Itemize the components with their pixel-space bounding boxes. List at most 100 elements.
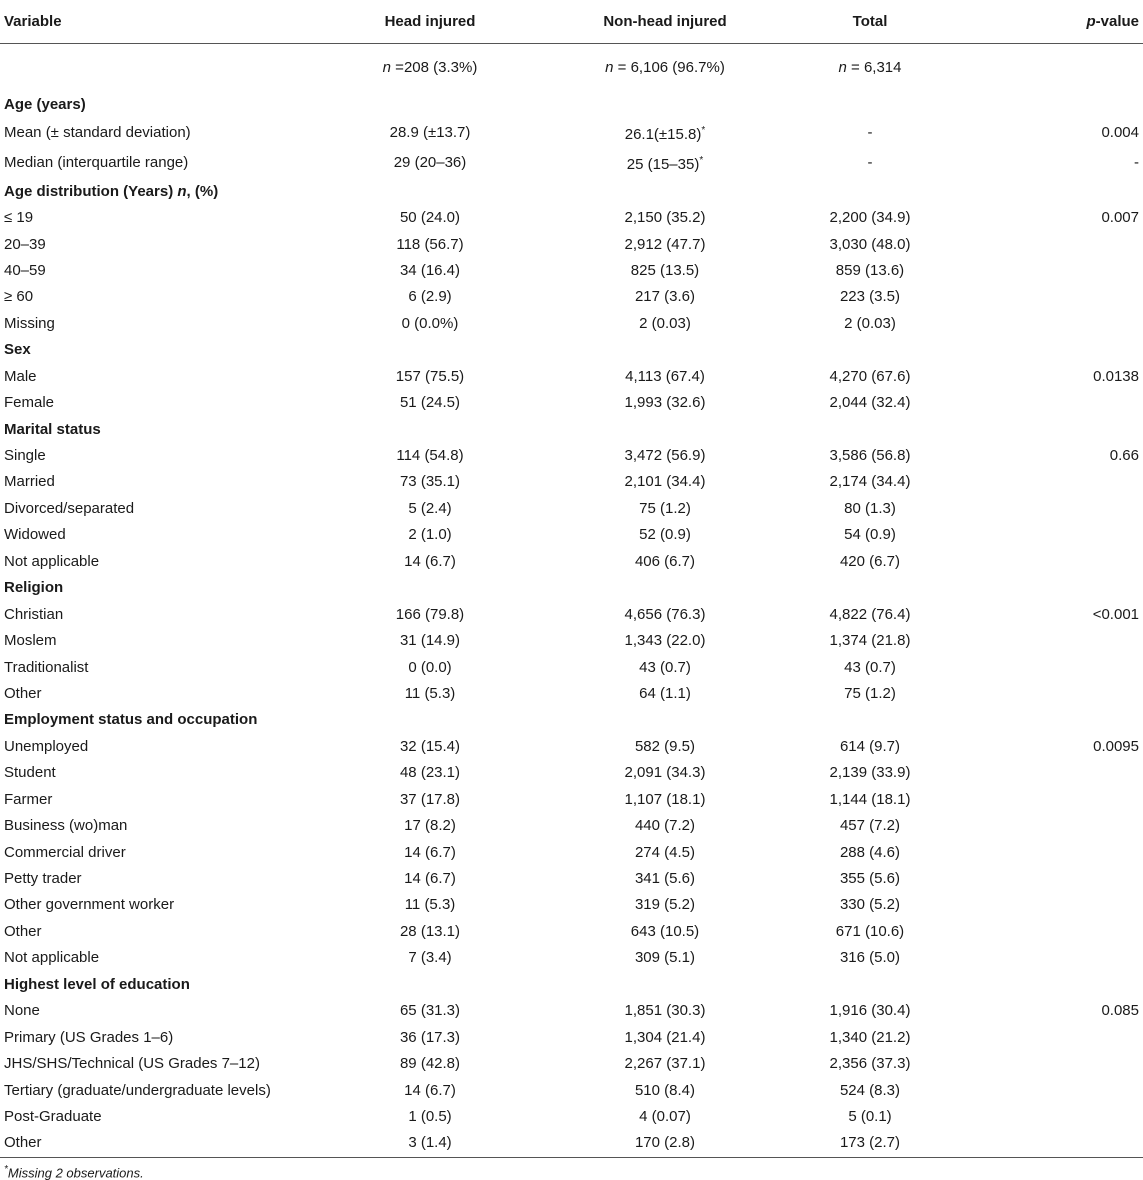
- section-title: Highest level of education: [4, 975, 190, 993]
- row-label: Primary (US Grades 1–6): [4, 1028, 174, 1046]
- table-row: Other 28 (13.1) 643 (10.5) 671 (10.6): [0, 919, 1143, 945]
- table-row: Traditionalist 0 (0.0) 43 (0.7) 43 (0.7): [0, 654, 1143, 680]
- header-p-value: p-value: [950, 0, 1143, 44]
- table-row: Business (wo)man 17 (8.2) 440 (7.2) 457 (7.…: [0, 813, 1143, 839]
- cell-p-value: [950, 839, 1143, 865]
- cell-total: 614 (9.7): [839, 737, 901, 755]
- section-title: Age (years): [4, 96, 86, 114]
- cell-non-head-injured: 52 (0.9): [639, 526, 691, 544]
- table-row: Widowed 2 (1.0) 52 (0.9) 54 (0.9): [0, 522, 1143, 548]
- sample-size-label: [0, 44, 320, 93]
- cell-head-injured: 73 (35.1): [399, 473, 461, 491]
- cell-non-head-injured: 4,113 (67.4): [625, 367, 705, 385]
- cell-non-head-injured: 319 (5.2): [634, 896, 696, 914]
- cell-head-injured: 51 (24.5): [399, 394, 461, 412]
- row-label: Male: [4, 367, 37, 385]
- row-label: Other: [4, 684, 42, 702]
- cell-non-head-injured: 3,472 (56.9): [624, 447, 706, 465]
- cell-head-injured: 5 (2.4): [408, 499, 452, 517]
- section-title: Age distribution (Years) n, (%): [4, 182, 219, 200]
- cell-p-value: [950, 654, 1143, 680]
- cell-head-injured: 29 (20–36): [393, 154, 467, 172]
- cell-head-injured: 65 (31.3): [399, 1002, 461, 1020]
- cell-total: 5 (0.1): [848, 1107, 892, 1125]
- cell-non-head-injured: 274 (4.5): [634, 843, 696, 861]
- cell-head-injured: 1 (0.5): [408, 1107, 452, 1125]
- cell-p-value: [950, 1051, 1143, 1077]
- table-row: Farmer 37 (17.8) 1,107 (18.1) 1,144 (18.1): [0, 787, 1143, 813]
- cell-non-head-injured: 170 (2.8): [540, 1130, 790, 1158]
- n-total: n = 6,314: [838, 59, 902, 76]
- row-label: ≥ 60: [4, 288, 34, 306]
- cell-non-head-injured: 582 (9.5): [634, 737, 696, 755]
- table-row: Other 3 (1.4) 170 (2.8) 173 (2.7): [0, 1130, 1143, 1158]
- table-row: Median (interquartile range) 29 (20–36) 25…: [0, 148, 1143, 178]
- cell-head-injured: 50 (24.0): [399, 209, 461, 227]
- cell-head-injured: 3 (1.4): [320, 1130, 540, 1158]
- cell-total: 2,044 (32.4): [829, 394, 911, 412]
- header-non-head-injured: Non-head injured: [540, 0, 790, 44]
- section-header-row: Highest level of education: [0, 972, 1143, 998]
- cell-non-head-injured: 643 (10.5): [630, 922, 700, 940]
- cell-head-injured: 11 (5.3): [404, 896, 456, 914]
- cell-p-value: [950, 945, 1143, 971]
- cell-non-head-injured: 2,267 (37.1): [624, 1055, 706, 1073]
- cell-head-injured: 36 (17.3): [399, 1028, 461, 1046]
- cell-head-injured: 14 (6.7): [404, 870, 456, 888]
- cell-p-value: [950, 760, 1143, 786]
- row-label: Not applicable: [4, 949, 100, 967]
- table-row: JHS/SHS/Technical (US Grades 7–12) 89 (42…: [0, 1051, 1143, 1077]
- cell-p-value: [950, 919, 1143, 945]
- cell-p-value: 0.004: [1101, 124, 1139, 142]
- cell-non-head-injured: 1,343 (22.0): [624, 632, 706, 650]
- row-label: JHS/SHS/Technical (US Grades 7–12): [4, 1055, 260, 1073]
- row-label: Married: [4, 473, 55, 491]
- row-label: Traditionalist: [4, 658, 89, 676]
- row-label: 40–59: [4, 261, 46, 279]
- cell-head-injured: 157 (75.5): [395, 367, 465, 385]
- table-row: Commercial driver 14 (6.7) 274 (4.5) 288 (4…: [0, 839, 1143, 865]
- cell-non-head-injured: 1,107 (18.1): [624, 790, 706, 808]
- cell-p-value: [950, 496, 1143, 522]
- section-title: Religion: [4, 579, 64, 597]
- row-label: Student: [4, 764, 56, 782]
- cell-total: 316 (5.0): [839, 949, 901, 967]
- table-row: Unemployed 32 (15.4) 582 (9.5) 614 (9.7) 0.0…: [0, 734, 1143, 760]
- header-p-italic: p: [1086, 12, 1096, 30]
- cell-p-value: [950, 681, 1143, 707]
- cell-head-injured: 34 (16.4): [399, 261, 461, 279]
- table-row: Other government worker 11 (5.3) 319 (5.2)…: [0, 892, 1143, 918]
- cell-p-value: [950, 311, 1143, 337]
- row-label: Other: [4, 922, 42, 940]
- table-body: n =208 (3.3%) n = 6,106 (96.7%) n = 6,31…: [0, 44, 1143, 1158]
- n-head-injured: n =208 (3.3%): [382, 59, 478, 76]
- cell-non-head-injured: 2,912 (47.7): [624, 235, 706, 253]
- cell-total: -: [867, 154, 873, 172]
- cell-total: 288 (4.6): [839, 843, 901, 861]
- cell-p-value: [950, 469, 1143, 495]
- cell-head-injured: 14 (6.7): [404, 843, 456, 861]
- cell-total: 54 (0.9): [844, 526, 896, 544]
- cell-p-value: [950, 1130, 1143, 1158]
- cell-total: 330 (5.2): [839, 896, 901, 914]
- cell-p-value: [950, 1024, 1143, 1050]
- cell-total: 3,030 (48.0): [829, 235, 911, 253]
- cell-total: 1,916 (30.4): [829, 1002, 911, 1020]
- cell-head-injured: 14 (6.7): [404, 552, 456, 570]
- cell-head-injured: 89 (42.8): [399, 1055, 461, 1073]
- row-label: Not applicable: [4, 552, 100, 570]
- table-row: ≥ 60 6 (2.9) 217 (3.6) 223 (3.5): [0, 284, 1143, 310]
- table-footnote: *Missing 2 observations.: [4, 1163, 144, 1180]
- cell-head-injured: 28 (13.1): [399, 922, 461, 940]
- cell-non-head-injured: 341 (5.6): [634, 870, 696, 888]
- cell-non-head-injured: 4,656 (76.3): [624, 605, 706, 623]
- cell-head-injured: 166 (79.8): [395, 605, 465, 623]
- cell-p-value: [950, 1077, 1143, 1103]
- table-row: Primary (US Grades 1–6) 36 (17.3) 1,304 (2…: [0, 1024, 1143, 1050]
- cell-p-value: [950, 787, 1143, 813]
- cell-p-value: [950, 892, 1143, 918]
- table-row: Petty trader 14 (6.7) 341 (5.6) 355 (5.6): [0, 866, 1143, 892]
- cell-total: 80 (1.3): [844, 499, 896, 517]
